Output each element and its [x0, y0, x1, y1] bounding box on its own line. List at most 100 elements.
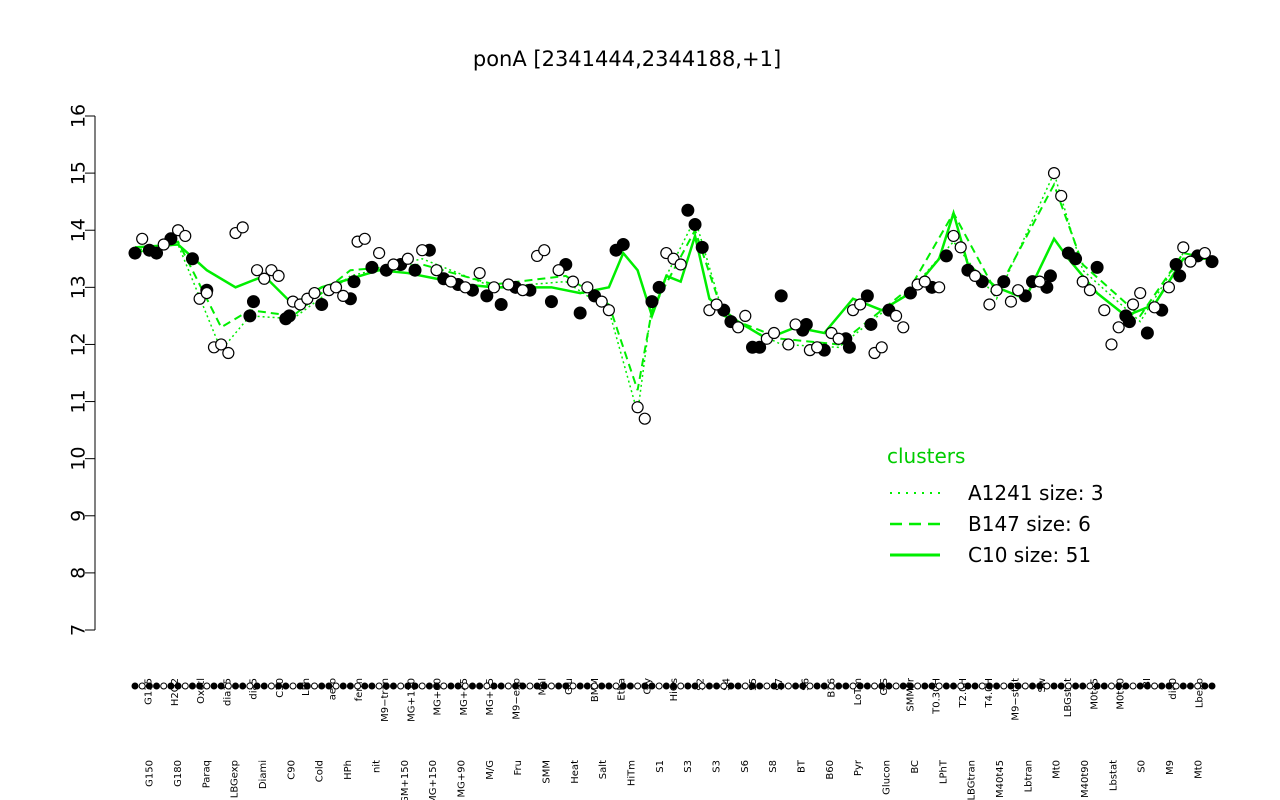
- x-tick-label: G180: [173, 760, 184, 787]
- x-marker: [1201, 682, 1209, 690]
- data-point-open: [179, 229, 192, 243]
- legend-label: C10 size: 51: [968, 543, 1091, 567]
- x-marker: [296, 682, 304, 690]
- x-marker: [863, 682, 871, 690]
- x-tick-label: BMM: [590, 678, 601, 702]
- x-marker: [1208, 682, 1216, 690]
- x-marker: [461, 682, 469, 690]
- x-tick-label: Cold: [315, 760, 326, 782]
- x-tick-label: GM+150: [400, 760, 411, 800]
- x-marker: [1021, 682, 1029, 690]
- x-marker: [533, 682, 541, 690]
- x-tick-label: S3: [712, 760, 723, 773]
- data-point-open: [710, 298, 723, 311]
- x-marker: [1079, 682, 1087, 690]
- x-marker: [612, 682, 620, 690]
- data-point-open: [1083, 284, 1097, 297]
- data-point-filled: [494, 297, 508, 311]
- data-point-open: [1162, 281, 1176, 294]
- x-tick-label: S0: [1137, 760, 1148, 773]
- data-point-filled: [1140, 326, 1154, 340]
- x-marker: [591, 682, 599, 690]
- data-point-open: [1105, 338, 1118, 351]
- data-point-open: [832, 332, 845, 345]
- x-marker: [985, 682, 993, 690]
- data-point-open: [459, 281, 472, 294]
- x-marker: [454, 682, 462, 690]
- x-marker: [957, 682, 965, 690]
- data-point-filled: [688, 218, 702, 232]
- x-marker: [871, 682, 879, 690]
- x-marker: [598, 682, 606, 690]
- x-marker: [655, 682, 663, 690]
- x-marker: [210, 682, 218, 690]
- data-point-filled: [315, 297, 329, 311]
- x-tick-label: M0t90: [1116, 678, 1127, 710]
- data-point-open: [401, 252, 414, 265]
- x-marker: [748, 682, 756, 690]
- x-tick-label: HPh: [343, 760, 354, 780]
- x-tick-label: M40t45: [995, 760, 1006, 798]
- x-marker: [1172, 682, 1180, 690]
- x-tick-label: HiOs: [669, 678, 680, 701]
- x-marker: [1179, 682, 1187, 690]
- data-point-open: [889, 309, 903, 322]
- x-marker: [332, 682, 340, 690]
- x-marker: [1036, 682, 1044, 690]
- legend: clusters A1241 size: 3 B147 size: 6 C10 si…: [887, 444, 1104, 567]
- y-tick-label: 15: [68, 161, 90, 185]
- data-point-open: [308, 286, 321, 300]
- x-tick-label: T0.30H: [932, 678, 943, 715]
- data-point-open: [552, 264, 565, 277]
- x-tick-label: nit: [371, 760, 382, 773]
- x-marker: [928, 682, 936, 690]
- x-marker: [311, 682, 318, 690]
- x-marker: [1000, 682, 1008, 690]
- x-marker: [303, 682, 311, 690]
- data-point-open: [157, 238, 170, 251]
- data-point-open: [516, 284, 529, 297]
- data-point-filled: [652, 280, 666, 294]
- x-marker: [397, 682, 405, 690]
- data-point-open: [200, 286, 213, 300]
- x-tick-label: S8: [768, 760, 779, 773]
- x-marker: [878, 682, 886, 690]
- x-tick-label: T2.0H: [958, 678, 969, 709]
- x-tick-label: T4.0H: [984, 678, 995, 709]
- x-marker: [677, 682, 685, 690]
- x-tick-label: MG+150: [428, 760, 439, 800]
- x-marker: [196, 682, 204, 690]
- data-point-open: [1047, 167, 1061, 180]
- x-tick-label: aero: [328, 678, 339, 700]
- x-marker: [282, 682, 290, 690]
- x-marker: [418, 682, 426, 690]
- x-tick-label: M/G: [485, 760, 496, 780]
- x-marker: [555, 682, 563, 690]
- x-marker: [547, 682, 555, 690]
- data-point-open: [1098, 304, 1111, 317]
- x-marker: [914, 682, 922, 690]
- x-marker: [354, 682, 362, 690]
- x-tick-label: Lbtran: [1023, 760, 1034, 792]
- x-marker: [153, 682, 161, 690]
- x-marker: [619, 682, 627, 690]
- data-point-open: [1177, 241, 1190, 254]
- data-point-open: [1198, 246, 1211, 260]
- x-marker: [684, 682, 692, 690]
- x-marker: [232, 682, 240, 690]
- data-point-open: [236, 221, 249, 234]
- x-marker: [425, 682, 433, 690]
- data-point-filled: [282, 309, 296, 323]
- data-point-open: [990, 284, 1003, 297]
- x-marker: [1151, 682, 1159, 690]
- x-marker: [691, 682, 699, 690]
- data-point-filled: [365, 260, 379, 274]
- data-point-open: [983, 298, 996, 311]
- data-point-filled: [1173, 269, 1187, 283]
- x-marker: [698, 682, 706, 690]
- x-marker: [935, 682, 943, 690]
- x-marker: [1007, 682, 1015, 690]
- data-point-open: [272, 269, 285, 283]
- data-point-open: [767, 326, 781, 340]
